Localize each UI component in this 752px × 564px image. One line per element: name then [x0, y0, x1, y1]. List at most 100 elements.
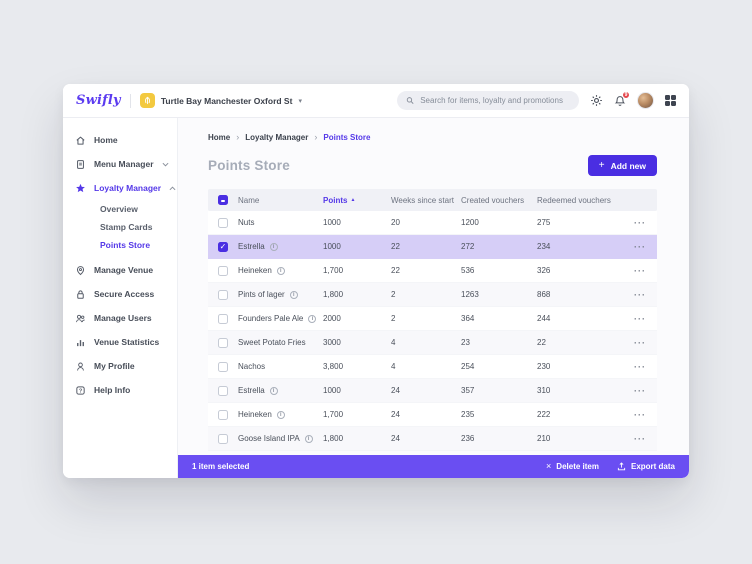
search-bar[interactable] — [397, 91, 579, 110]
bar-chart-icon — [77, 339, 84, 346]
sidebar-item-help-info[interactable]: ? Help Info — [63, 378, 177, 402]
info-icon[interactable]: i — [308, 314, 317, 323]
sidebar-item-manage-venue[interactable]: Manage Venue — [63, 258, 177, 282]
table-row[interactable]: Nachos 3,800 4 254 230 ··· — [208, 355, 657, 379]
row-name: Goose Island IPA — [238, 434, 300, 443]
info-icon[interactable]: i — [269, 242, 278, 251]
venue-selector[interactable]: Turtle Bay Manchester Oxford St ▾ — [139, 93, 302, 108]
info-icon[interactable]: i — [276, 410, 285, 419]
sidebar-item-label: Help Info — [94, 385, 131, 395]
export-data-button[interactable]: Export data — [617, 462, 675, 471]
sidebar-item-venue-statistics[interactable]: Venue Statistics — [63, 330, 177, 354]
row-menu-button[interactable]: ··· — [634, 313, 646, 324]
search-icon — [406, 97, 414, 104]
table-row[interactable]: Estrella i 1000 24 357 310 ··· — [208, 379, 657, 403]
row-menu-button[interactable]: ··· — [634, 385, 646, 396]
sidebar-item-stamp-cards[interactable]: Stamp Cards — [63, 218, 177, 236]
row-checkbox[interactable] — [218, 265, 228, 276]
info-icon[interactable]: i — [276, 266, 285, 275]
row-redeemed: 230 — [537, 362, 551, 371]
breadcrumb-loyalty-manager[interactable]: Loyalty Manager — [245, 133, 309, 142]
sidebar-item-menu-manager[interactable]: Menu Manager — [63, 152, 177, 176]
row-checkbox[interactable] — [218, 433, 228, 444]
row-checkbox[interactable] — [218, 217, 228, 228]
add-new-button[interactable]: + Add new — [587, 155, 657, 176]
sidebar-item-label: Overview — [100, 204, 138, 214]
row-name: Nuts — [238, 218, 255, 227]
sidebar-item-manage-users[interactable]: Manage Users — [63, 306, 177, 330]
gear-icon — [591, 95, 602, 106]
select-all-checkbox[interactable] — [218, 195, 228, 205]
row-menu-button[interactable]: ··· — [634, 409, 646, 420]
table-row[interactable]: Heineken i 1,700 22 536 326 ··· — [208, 259, 657, 283]
lock-icon — [77, 290, 84, 299]
sidebar-item-label: Secure Access — [94, 289, 155, 299]
sidebar-item-secure-access[interactable]: Secure Access — [63, 282, 177, 306]
info-icon[interactable]: i — [269, 386, 278, 395]
row-points: 2000 — [323, 314, 341, 323]
info-icon[interactable]: i — [304, 434, 313, 443]
sidebar-item-label: Home — [94, 135, 118, 145]
app-window: Swifly Turtle Bay Manchester Oxford St ▾ — [63, 84, 689, 478]
table-row[interactable]: Sweet Potato Fries 3000 4 23 22 ··· — [208, 331, 657, 355]
sidebar-item-label: Venue Statistics — [94, 337, 160, 347]
settings-button[interactable] — [590, 94, 603, 107]
row-checkbox[interactable] — [218, 289, 228, 300]
row-checkbox[interactable] — [218, 337, 228, 348]
table-row[interactable]: Heineken i 1,700 24 235 222 ··· — [208, 403, 657, 427]
row-checkbox[interactable] — [218, 313, 228, 324]
table-row[interactable]: Estrella i 1000 22 272 234 ··· — [208, 235, 657, 259]
sidebar-item-home[interactable]: Home — [63, 128, 177, 152]
sidebar-item-loyalty-manager[interactable]: Loyalty Manager — [63, 176, 177, 200]
column-header-weeks[interactable]: Weeks since start — [391, 195, 454, 205]
row-menu-button[interactable]: ··· — [634, 337, 646, 348]
table-row[interactable]: Pints of lager i 1,800 2 1263 868 ··· — [208, 283, 657, 307]
column-header-points-label: Points — [323, 195, 348, 205]
row-weeks: 22 — [391, 242, 400, 251]
row-created: 364 — [461, 314, 475, 323]
column-header-created[interactable]: Created vouchers — [461, 195, 525, 205]
table-row[interactable]: Goose Island IPA i 1,800 24 236 210 ··· — [208, 427, 657, 451]
row-menu-button[interactable]: ··· — [634, 289, 646, 300]
row-menu-button[interactable]: ··· — [634, 217, 646, 228]
help-icon: ? — [76, 385, 85, 395]
row-checkbox[interactable] — [218, 409, 228, 420]
column-header-redeemed[interactable]: Redeemed vouchers — [537, 195, 611, 205]
column-header-name[interactable]: Name — [238, 195, 260, 205]
delete-item-button[interactable]: × Delete item — [546, 461, 599, 472]
row-points: 3,800 — [323, 362, 344, 371]
row-checkbox[interactable] — [218, 361, 228, 372]
info-icon[interactable]: i — [289, 290, 298, 299]
sidebar-item-overview[interactable]: Overview — [63, 200, 177, 218]
sidebar-item-my-profile[interactable]: My Profile — [63, 354, 177, 378]
row-redeemed: 326 — [537, 266, 551, 275]
row-points: 1000 — [323, 218, 341, 227]
row-menu-button[interactable]: ··· — [634, 265, 646, 276]
sidebar-item-label: Points Store — [100, 240, 151, 250]
close-icon: × — [546, 461, 552, 471]
notifications-button[interactable]: 9 — [614, 90, 630, 107]
avatar[interactable] — [637, 92, 654, 109]
table-row[interactable]: Nuts 1000 20 1200 275 ··· — [208, 211, 657, 235]
column-header-points[interactable]: Points ▲ — [323, 196, 391, 205]
app-logo: Swifly — [76, 93, 121, 108]
row-created: 1200 — [461, 218, 479, 227]
row-checkbox[interactable] — [218, 385, 228, 396]
table-row[interactable]: Founders Pale Ale i 2000 2 364 244 ··· — [208, 307, 657, 331]
chevron-down-icon — [162, 162, 169, 167]
star-icon — [76, 183, 85, 192]
title-row: Points Store + Add new — [208, 155, 657, 176]
row-checkbox[interactable] — [218, 241, 228, 252]
chevron-right-icon: › — [236, 132, 240, 142]
breadcrumb-home[interactable]: Home — [208, 133, 231, 142]
row-menu-button[interactable]: ··· — [634, 361, 646, 372]
sidebar-item-points-store[interactable]: Points Store — [63, 236, 177, 254]
row-name: Heineken — [238, 410, 272, 419]
row-redeemed: 210 — [537, 434, 551, 443]
svg-text:?: ? — [79, 388, 83, 394]
search-input[interactable] — [420, 96, 570, 105]
row-menu-button[interactable]: ··· — [634, 433, 646, 444]
apps-grid-icon[interactable] — [665, 95, 676, 106]
row-menu-button[interactable]: ··· — [634, 241, 646, 252]
